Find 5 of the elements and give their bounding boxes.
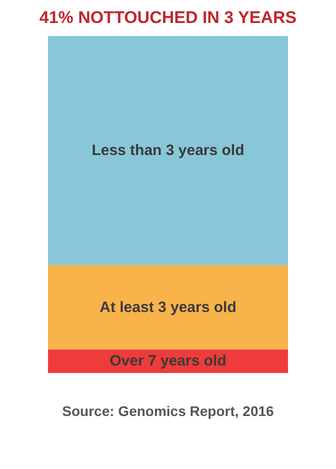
source-note: Source: Genomics Report, 2016 <box>61 403 275 419</box>
series-label: Less than 3 years old <box>92 142 244 160</box>
series-label: Over 7 years old <box>110 352 226 370</box>
chart-title: 41% NOTTOUCHED IN 3 YEARS <box>38 8 298 28</box>
series-label: At least 3 years old <box>100 298 236 316</box>
